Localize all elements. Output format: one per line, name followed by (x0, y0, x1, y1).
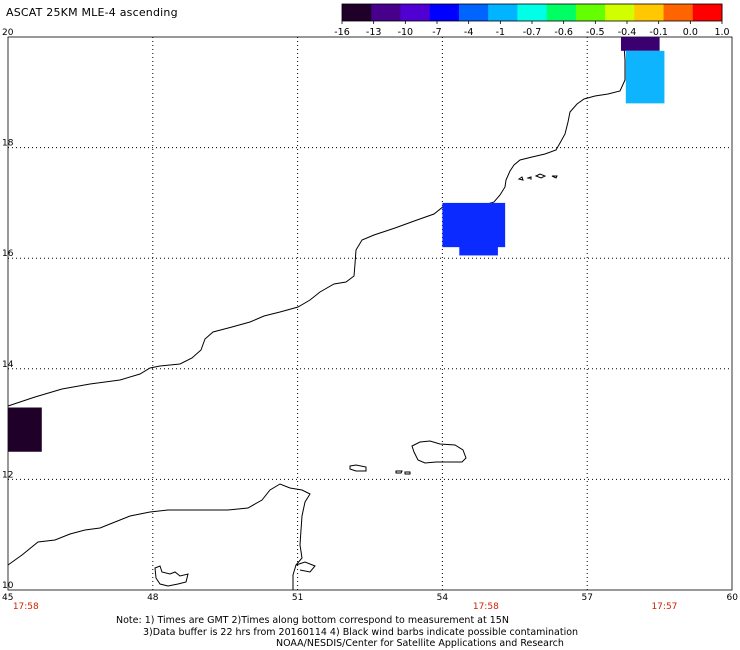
longitude-label: 60 (727, 593, 739, 603)
colorbar-label: 0.0 (683, 27, 698, 38)
colorbar-swatch (517, 4, 548, 21)
latitude-label: 18 (2, 139, 14, 149)
colorbar-label: -1 (496, 27, 505, 38)
page-title: ASCAT 25KM MLE-4 ascending (6, 6, 178, 19)
colorbar-label: -4 (464, 27, 473, 38)
latitude-label: 12 (2, 470, 13, 480)
longitude-label: 54 (437, 593, 449, 603)
coastline-arabia (7, 36, 626, 407)
wind-cell (625, 50, 665, 104)
islands-kuria-muria (517, 173, 558, 181)
time-label: 17:57 (651, 602, 677, 612)
time-label: 17:58 (13, 602, 39, 612)
coastline-africa (7, 483, 311, 590)
colorbar (341, 3, 723, 22)
islands-bottom-left (154, 565, 189, 587)
colorbar-label: 1.0 (714, 27, 729, 38)
longitude-label: 48 (147, 593, 159, 603)
latitude-labels: 20 18 16 14 12 10 (2, 28, 14, 591)
coastline-djibouti (295, 561, 316, 573)
latitude-label: 10 (2, 581, 14, 591)
island-samhah (395, 470, 403, 474)
latitude-label: 20 (2, 28, 14, 38)
longitude-label: 51 (292, 593, 303, 603)
longitude-labels: 45 48 51 54 57 60 (2, 593, 738, 603)
grid (8, 37, 732, 590)
wind-cells (8, 37, 665, 452)
wind-cell (8, 407, 42, 452)
time-labels: 17:58 17:58 17:57 (13, 602, 678, 612)
colorbar-label: -0.6 (554, 27, 573, 38)
colorbar-label: -0.5 (586, 27, 605, 38)
colorbar-label: -0.7 (523, 27, 542, 38)
colorbar-swatch (575, 4, 606, 21)
colorbar-swatch (371, 4, 401, 21)
colorbar-swatch (429, 4, 460, 21)
colorbar-label: -10 (398, 27, 414, 38)
coastline (7, 36, 626, 590)
footnote-line-2: 3)Data buffer is 22 hrs from 20160114 4)… (143, 627, 579, 638)
colorbar-swatch (488, 4, 518, 21)
colorbar-swatch (663, 4, 694, 21)
colorbar-swatch (634, 4, 665, 21)
colorbar-swatch (400, 4, 431, 21)
colorbar-label: -16 (334, 27, 350, 38)
latitude-label: 14 (2, 360, 14, 370)
longitude-label: 57 (581, 593, 592, 603)
footnote-line-1: Note: 1) Times are GMT 2)Times along bot… (116, 615, 509, 626)
time-label: 17:58 (473, 602, 499, 612)
colorbar-label: -0.4 (618, 27, 637, 38)
plot-frame (7, 36, 733, 591)
colorbar-label: -7 (432, 27, 441, 38)
wind-cell (459, 236, 498, 256)
colorbar-swatch (692, 4, 723, 21)
colorbar-swatch (342, 4, 372, 21)
colorbar-labels: -16 -13 -10 -7 -4 -1 -0.7 -0.6 -0.5 -0.4 -0.1 0.0 1.… (334, 21, 730, 38)
colorbar-swatch (546, 4, 577, 21)
colorbar-swatch (458, 4, 489, 21)
wind-cell (620, 37, 660, 51)
longitude-label: 45 (2, 593, 13, 603)
island-socotra (411, 440, 467, 464)
colorbar-label: -13 (366, 27, 382, 38)
island-abd-al-kuri (349, 464, 367, 472)
latitude-label: 16 (2, 249, 14, 259)
colorbar-label: -0.1 (649, 27, 668, 38)
footnote-line-3: NOAA/NESDIS/Center for Satellite Applica… (276, 638, 564, 649)
island-darsah (404, 471, 411, 475)
colorbar-swatch (605, 4, 635, 21)
